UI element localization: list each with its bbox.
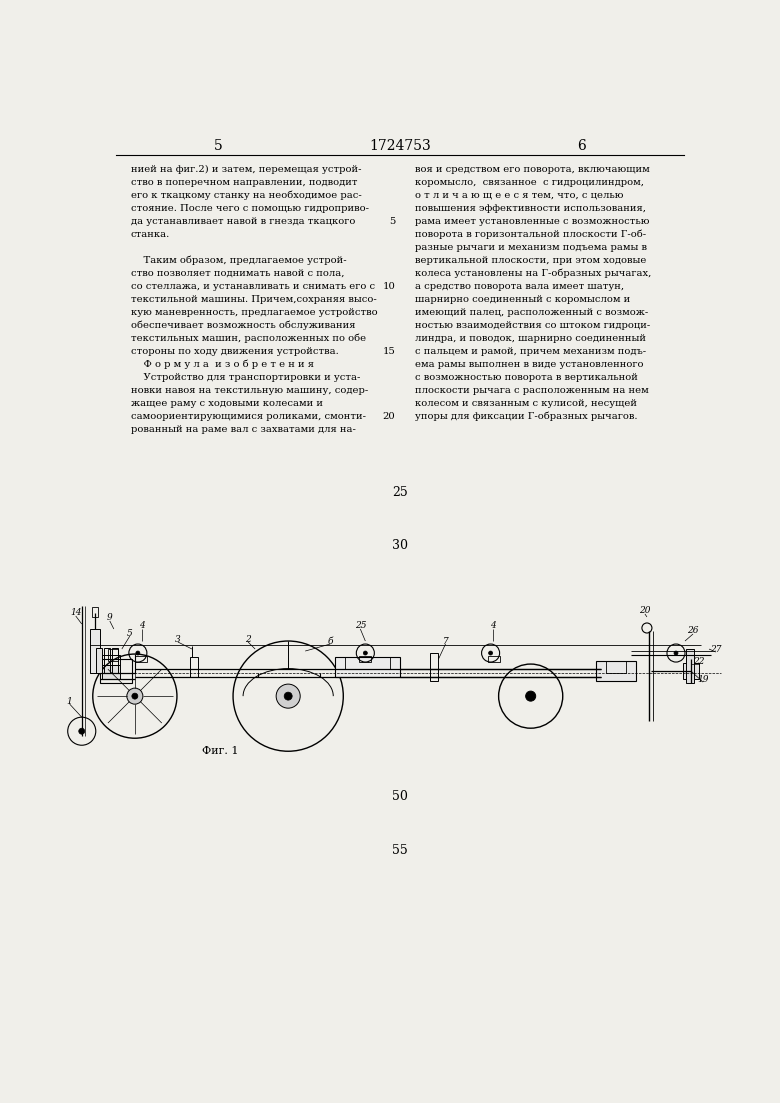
Text: ема рамы выполнен в виде установленного: ема рамы выполнен в виде установленного bbox=[415, 360, 644, 368]
Text: да устанавливает навой в гнезда ткацкого: да устанавливает навой в гнезда ткацкого bbox=[131, 216, 355, 226]
Text: Устройство для транспортировки и уста-: Устройство для транспортировки и уста- bbox=[131, 373, 360, 382]
Text: Ф о р м у л а  и з о б р е т е н и я: Ф о р м у л а и з о б р е т е н и я bbox=[131, 360, 314, 370]
Text: 2: 2 bbox=[245, 634, 251, 643]
Text: стороны по ходу движения устройства.: стороны по ходу движения устройства. bbox=[131, 346, 339, 355]
Text: линдра, и поводок, шарнирно соединенный: линдра, и поводок, шарнирно соединенный bbox=[415, 333, 646, 343]
Circle shape bbox=[136, 651, 140, 655]
Text: воя и средством его поворота, включающим: воя и средством его поворота, включающим bbox=[415, 164, 650, 173]
Bar bbox=[606, 661, 626, 673]
Text: 25: 25 bbox=[392, 485, 408, 499]
Text: 26: 26 bbox=[687, 627, 699, 635]
Bar bbox=[108, 649, 118, 661]
Text: колесом и связанным с кулисой, несущей: колесом и связанным с кулисой, несущей bbox=[415, 398, 636, 407]
Text: шарнирно соединенный с коромыслом и: шарнирно соединенный с коромыслом и bbox=[415, 295, 630, 303]
Text: 27: 27 bbox=[711, 644, 722, 654]
Circle shape bbox=[284, 692, 292, 700]
Text: станка.: станка. bbox=[131, 229, 170, 238]
Text: Фиг. 1: Фиг. 1 bbox=[202, 747, 238, 757]
Bar bbox=[96, 649, 101, 673]
Circle shape bbox=[674, 651, 678, 655]
Circle shape bbox=[127, 688, 143, 704]
Bar bbox=[488, 656, 500, 662]
Text: коромысло,  связанное  с гидроцилиндром,: коромысло, связанное с гидроцилиндром, bbox=[415, 178, 644, 186]
Text: 6: 6 bbox=[576, 139, 586, 153]
Text: 5: 5 bbox=[127, 629, 133, 638]
Text: 15: 15 bbox=[383, 346, 395, 355]
Text: 5: 5 bbox=[214, 139, 223, 153]
Bar bbox=[346, 657, 391, 670]
Text: 20: 20 bbox=[383, 411, 395, 420]
Circle shape bbox=[132, 693, 138, 699]
Text: со стеллажа, и устанавливать и снимать его с: со стеллажа, и устанавливать и снимать е… bbox=[131, 281, 375, 290]
Bar bbox=[101, 665, 120, 679]
Text: 1724753: 1724753 bbox=[369, 139, 431, 153]
Text: 14: 14 bbox=[70, 609, 81, 618]
Text: 22: 22 bbox=[693, 656, 705, 665]
Bar bbox=[90, 629, 100, 673]
Text: 5: 5 bbox=[389, 216, 395, 226]
Bar bbox=[101, 655, 120, 665]
Bar bbox=[683, 663, 699, 679]
Bar bbox=[431, 653, 438, 681]
Text: рама имеет установленные с возможностью: рама имеет установленные с возможностью bbox=[415, 216, 650, 226]
Text: 25: 25 bbox=[355, 621, 366, 631]
Text: 50: 50 bbox=[392, 790, 408, 803]
Bar bbox=[112, 649, 118, 673]
Text: 20: 20 bbox=[639, 607, 651, 615]
Text: упоры для фиксации Г-образных рычагов.: упоры для фиксации Г-образных рычагов. bbox=[415, 411, 637, 421]
Text: колеса установлены на Г-образных рычагах,: колеса установлены на Г-образных рычагах… bbox=[415, 269, 651, 278]
Circle shape bbox=[79, 728, 85, 735]
Text: имеющий палец, расположенный с возмож-: имеющий палец, расположенный с возмож- bbox=[415, 308, 648, 317]
Text: 4: 4 bbox=[139, 621, 145, 631]
Text: кую маневренность, предлагаемое устройство: кую маневренность, предлагаемое устройст… bbox=[131, 308, 378, 317]
Text: жащее раму с ходовыми колесами и: жащее раму с ходовыми колесами и bbox=[131, 398, 323, 407]
Text: нией на фиг.2) и затем, перемещая устрой-: нией на фиг.2) и затем, перемещая устрой… bbox=[131, 164, 361, 174]
Text: 7: 7 bbox=[442, 636, 448, 645]
Text: 10: 10 bbox=[383, 281, 395, 290]
Text: 19: 19 bbox=[697, 675, 709, 684]
Text: 1: 1 bbox=[67, 697, 73, 706]
Text: 55: 55 bbox=[392, 844, 408, 857]
Circle shape bbox=[488, 651, 493, 655]
Bar bbox=[335, 657, 400, 677]
Text: вертикальной плоскости, при этом ходовые: вертикальной плоскости, при этом ходовые bbox=[415, 256, 647, 265]
Text: самоориентирующимися роликами, смонти-: самоориентирующимися роликами, смонти- bbox=[131, 411, 366, 420]
Bar bbox=[135, 656, 147, 662]
Text: Таким образом, предлагаемое устрой-: Таким образом, предлагаемое устрой- bbox=[131, 256, 346, 265]
Text: 30: 30 bbox=[392, 539, 408, 552]
Text: 4: 4 bbox=[490, 621, 495, 631]
Text: стояние. После чего с помощью гидропривo-: стояние. После чего с помощью гидропривo… bbox=[131, 204, 369, 213]
Text: с пальцем и рамой, причем механизм подъ-: с пальцем и рамой, причем механизм подъ- bbox=[415, 346, 646, 355]
Text: текстильной машины. Причем,сохраняя высо-: текстильной машины. Причем,сохраняя высо… bbox=[131, 295, 377, 303]
Text: ство позволяет поднимать навой с пола,: ство позволяет поднимать навой с пола, bbox=[131, 269, 344, 278]
Text: разные рычаги и механизм подъема рамы в: разные рычаги и механизм подъема рамы в bbox=[415, 243, 647, 251]
Text: 3: 3 bbox=[175, 634, 181, 643]
Bar bbox=[104, 649, 110, 673]
Circle shape bbox=[363, 651, 367, 655]
Text: поворота в горизонтальной плоскости Г-об-: поворота в горизонтальной плоскости Г-об… bbox=[415, 229, 646, 239]
Text: а средство поворота вала имеет шатун,: а средство поворота вала имеет шатун, bbox=[415, 281, 624, 290]
Bar bbox=[360, 656, 371, 662]
Text: повышения эффективности использования,: повышения эффективности использования, bbox=[415, 204, 646, 213]
Text: рованный на раме вал с захватами для на-: рованный на раме вал с захватами для на- bbox=[131, 425, 356, 433]
Text: 9: 9 bbox=[107, 613, 112, 622]
Circle shape bbox=[276, 684, 300, 708]
Text: б: б bbox=[328, 636, 333, 645]
Text: новки навоя на текстильную машину, содер-: новки навоя на текстильную машину, содер… bbox=[131, 386, 368, 395]
Bar bbox=[190, 657, 198, 677]
Bar bbox=[92, 607, 98, 617]
Bar bbox=[686, 649, 694, 683]
Circle shape bbox=[526, 692, 536, 702]
Text: плоскости рычага с расположенным на нем: плоскости рычага с расположенным на нем bbox=[415, 386, 649, 395]
Bar bbox=[100, 660, 132, 683]
Text: о т л и ч а ю щ е е с я тем, что, с целью: о т л и ч а ю щ е е с я тем, что, с цель… bbox=[415, 191, 623, 200]
Text: текстильных машин, расположенных по обе: текстильных машин, расположенных по обе bbox=[131, 333, 366, 343]
Bar bbox=[596, 661, 636, 681]
Text: с возможностью поворота в вертикальной: с возможностью поворота в вертикальной bbox=[415, 373, 638, 382]
Text: ство в поперечном направлении, подводит: ство в поперечном направлении, подводит bbox=[131, 178, 357, 186]
Text: его к ткацкому станку на необходимое рас-: его к ткацкому станку на необходимое рас… bbox=[131, 191, 361, 200]
Text: обеспечивает возможность обслуживания: обеспечивает возможность обслуживания bbox=[131, 321, 355, 330]
Text: ностью взаимодействия со штоком гидроци-: ностью взаимодействия со штоком гидроци- bbox=[415, 321, 650, 330]
